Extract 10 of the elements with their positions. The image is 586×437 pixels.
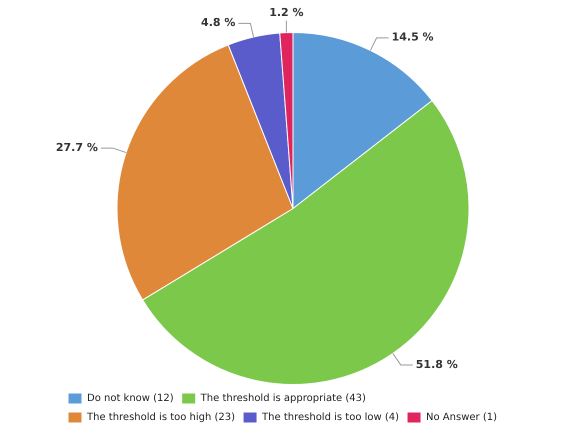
legend-label: The threshold is too high (23) (86, 412, 236, 424)
data-label: 51.8 % (416, 358, 458, 371)
legend-label: No Answer (1) (426, 412, 498, 424)
legend-label: Do not know (12) (87, 393, 174, 404)
data-label: 1.2 % (269, 6, 304, 19)
legend-label: The threshold is too low (4) (261, 412, 400, 424)
data-label: 27.7 % (56, 140, 98, 154)
data-label: 14.5 % (392, 30, 434, 44)
legend-label: The threshold is appropriate (43) (200, 393, 366, 404)
data-label: 4.8 % (201, 16, 236, 30)
